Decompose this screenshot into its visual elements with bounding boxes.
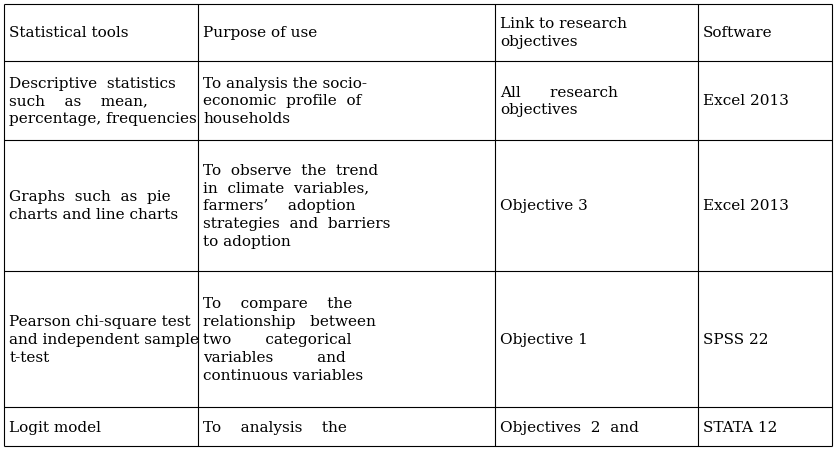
- Text: To    compare    the
relationship   between
two       categorical
variables     : To compare the relationship between two …: [203, 297, 376, 382]
- Text: Logit model: Logit model: [9, 420, 101, 434]
- Text: Pearson chi-square test
and independent sample
t-test: Pearson chi-square test and independent …: [9, 314, 199, 364]
- Text: Excel 2013: Excel 2013: [703, 199, 789, 213]
- Text: Descriptive  statistics
such    as    mean,
percentage, frequencies: Descriptive statistics such as mean, per…: [9, 77, 197, 126]
- Text: To analysis the socio-
economic  profile  of
households: To analysis the socio- economic profile …: [203, 77, 367, 126]
- Text: Link to research
objectives: Link to research objectives: [500, 18, 627, 49]
- Text: To    analysis    the: To analysis the: [203, 420, 347, 434]
- Text: To  observe  the  trend
in  climate  variables,
farmers’    adoption
strategies : To observe the trend in climate variable…: [203, 163, 390, 249]
- Text: Statistical tools: Statistical tools: [9, 26, 129, 40]
- Text: Objectives  2  and: Objectives 2 and: [500, 420, 639, 434]
- Text: Objective 1: Objective 1: [500, 332, 588, 346]
- Text: Graphs  such  as  pie
charts and line charts: Graphs such as pie charts and line chart…: [9, 190, 178, 222]
- Text: Software: Software: [703, 26, 772, 40]
- Text: Excel 2013: Excel 2013: [703, 94, 789, 108]
- Text: Purpose of use: Purpose of use: [203, 26, 318, 40]
- Text: Objective 3: Objective 3: [500, 199, 588, 213]
- Text: All      research
objectives: All research objectives: [500, 85, 618, 117]
- Text: SPSS 22: SPSS 22: [703, 332, 768, 346]
- Text: STATA 12: STATA 12: [703, 420, 777, 434]
